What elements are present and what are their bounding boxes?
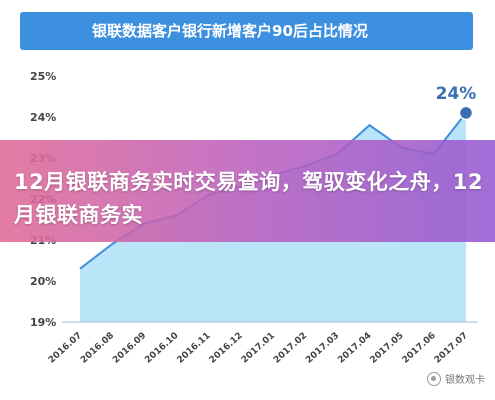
y-tick-label: 25% bbox=[30, 70, 56, 83]
chart-title: 银联数据客户银行新增客户90后占比情况 bbox=[92, 22, 368, 40]
x-tick-label: 2017.05 bbox=[369, 331, 406, 366]
watermark-text: 银数观卡 bbox=[445, 375, 485, 386]
x-tick-label: 2016.11 bbox=[176, 331, 213, 366]
y-tick-label: 24% bbox=[30, 111, 56, 124]
x-tick-label: 2016.08 bbox=[79, 331, 116, 366]
x-tick-label: 2016.07 bbox=[47, 331, 84, 366]
highlight-marker bbox=[458, 105, 474, 121]
x-tick-label: 2016.12 bbox=[208, 331, 245, 366]
overlay-banner bbox=[0, 140, 495, 242]
x-tick-label: 2017.07 bbox=[433, 331, 470, 366]
x-tick-label: 2017.03 bbox=[304, 331, 341, 366]
chart-title-banner: 银联数据客户银行新增客户90后占比情况 bbox=[20, 12, 473, 50]
x-tick-label: 2017.04 bbox=[336, 331, 373, 366]
x-tick-label: 2017.01 bbox=[240, 331, 277, 366]
data-label: 24% bbox=[436, 84, 477, 104]
x-tick-label: 2016.09 bbox=[111, 331, 148, 366]
y-tick-label: 20% bbox=[30, 275, 56, 288]
wechat-icon bbox=[427, 371, 441, 386]
x-tick-label: 2017.06 bbox=[401, 331, 438, 366]
overlay-headline: 12月银联商务实时交易查询，驾驭变化之舟，12月银联商务实 bbox=[14, 170, 483, 227]
x-tick-label: 2016.10 bbox=[143, 331, 180, 366]
watermark: 银数观卡 bbox=[427, 371, 485, 386]
x-tick-label: 2017.02 bbox=[272, 331, 309, 366]
y-tick-label: 19% bbox=[30, 316, 56, 329]
